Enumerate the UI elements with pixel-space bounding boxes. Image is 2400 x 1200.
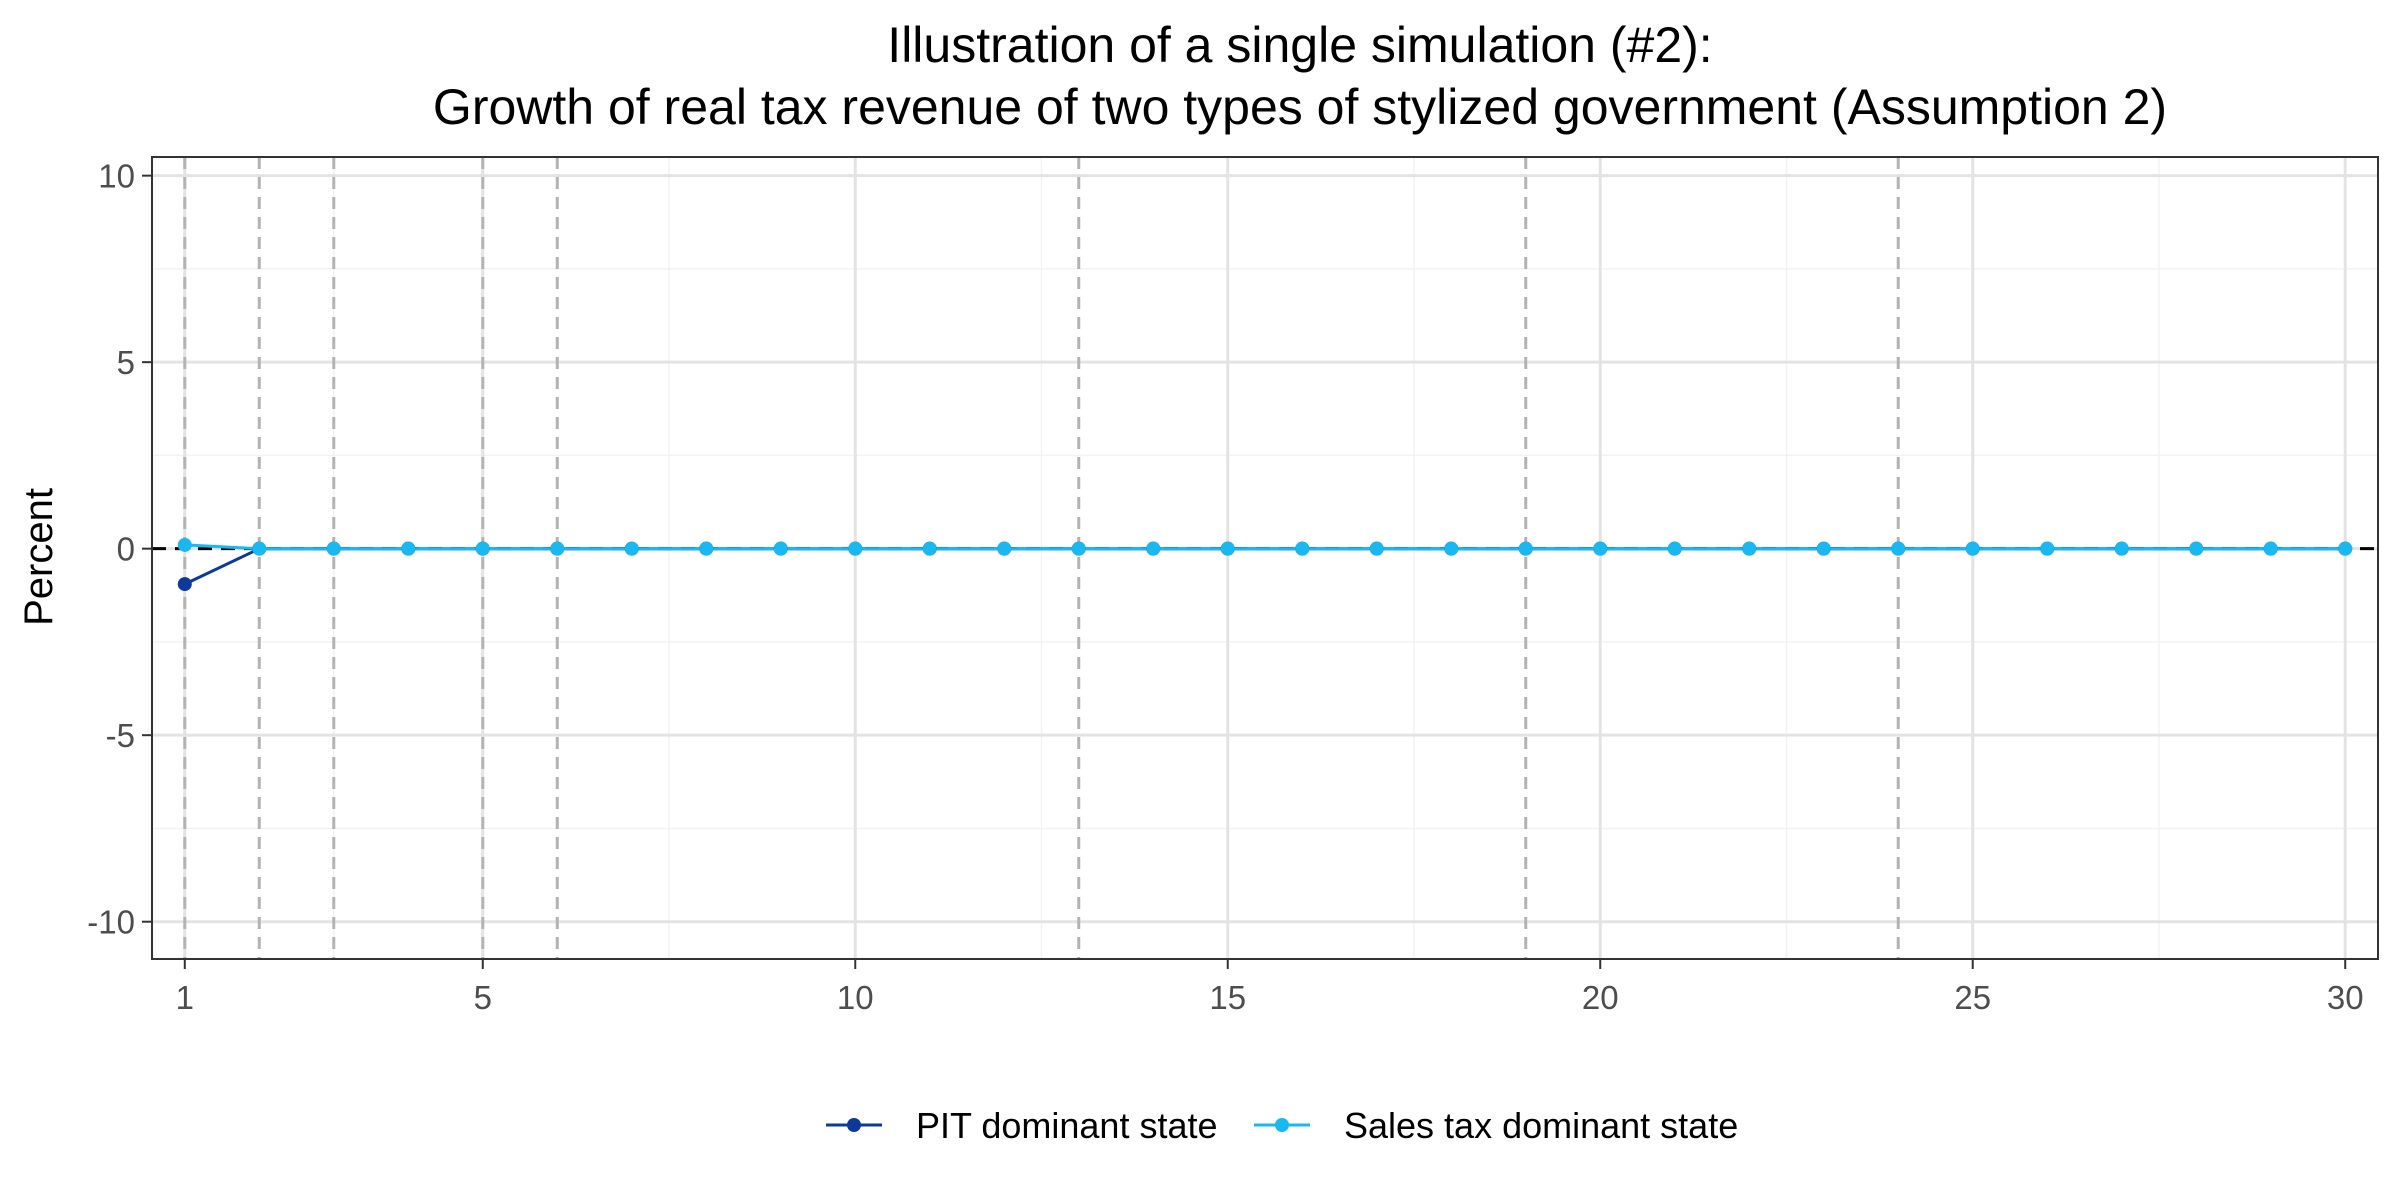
chart-subtitle: Growth of real tax revenue of two types … <box>433 79 2167 135</box>
series-2-point <box>1667 541 1682 556</box>
series-2-point <box>2040 541 2055 556</box>
series-2-point <box>1369 541 1384 556</box>
chart-title: Illustration of a single simulation (#2)… <box>887 17 1712 73</box>
series-2-point <box>550 541 565 556</box>
legend-key-point <box>1275 1118 1289 1132</box>
series-2-point <box>1444 541 1459 556</box>
x-tick-label: 30 <box>2327 979 2364 1016</box>
series-2-point <box>1518 541 1533 556</box>
x-tick-label: 15 <box>1209 979 1246 1016</box>
legend-label: PIT dominant state <box>916 1105 1218 1146</box>
x-tick-label: 5 <box>474 979 492 1016</box>
series-2-point <box>922 541 937 556</box>
series-2-point <box>1071 541 1086 556</box>
x-tick-label: 1 <box>176 979 194 1016</box>
series-2-point <box>773 541 788 556</box>
y-axis-title: Percent <box>17 488 61 626</box>
series-2-point <box>1965 541 1980 556</box>
y-tick-label: -10 <box>87 904 135 941</box>
y-tick-label: -5 <box>106 717 135 754</box>
y-tick-label: 5 <box>117 344 135 381</box>
legend-label: Sales tax dominant state <box>1344 1105 1738 1146</box>
series-2-point <box>252 541 267 556</box>
series-2-point <box>2189 541 2204 556</box>
vertical-dashed-lines <box>183 157 1900 959</box>
x-tick-label: 20 <box>1582 979 1619 1016</box>
grid <box>152 157 2378 959</box>
series-lines <box>184 543 2346 586</box>
series-2-point <box>1146 541 1161 556</box>
series-line-2 <box>184 543 2346 551</box>
series-2-point <box>848 541 863 556</box>
series-2-point <box>2114 541 2129 556</box>
series-2-point <box>1742 541 1757 556</box>
y-tick-label: 10 <box>98 158 135 195</box>
x-tick-label: 25 <box>1954 979 1991 1016</box>
series-2-point <box>699 541 714 556</box>
y-tick-label: 0 <box>117 531 135 568</box>
series-2-point <box>2338 541 2353 556</box>
series-2-point <box>1295 541 1310 556</box>
series-2-point <box>401 541 416 556</box>
series-points <box>177 537 2353 592</box>
series-2-point <box>2263 541 2278 556</box>
series-2-point <box>624 541 639 556</box>
x-tick-label: 10 <box>837 979 874 1016</box>
series-2-point <box>1593 541 1608 556</box>
legend-key-point <box>847 1118 861 1132</box>
series-2-point <box>1816 541 1831 556</box>
plot-border <box>151 156 2379 960</box>
series-1-point <box>177 577 192 592</box>
series-2-point <box>1220 541 1235 556</box>
series-2-point <box>326 541 341 556</box>
legend: PIT dominant state Sales tax dominant sta… <box>826 1105 1738 1146</box>
series-2-point <box>997 541 1012 556</box>
series-2-point <box>1891 541 1906 556</box>
series-2-point <box>475 541 490 556</box>
series-2-point <box>177 537 192 552</box>
series-line-1 <box>184 547 2346 586</box>
